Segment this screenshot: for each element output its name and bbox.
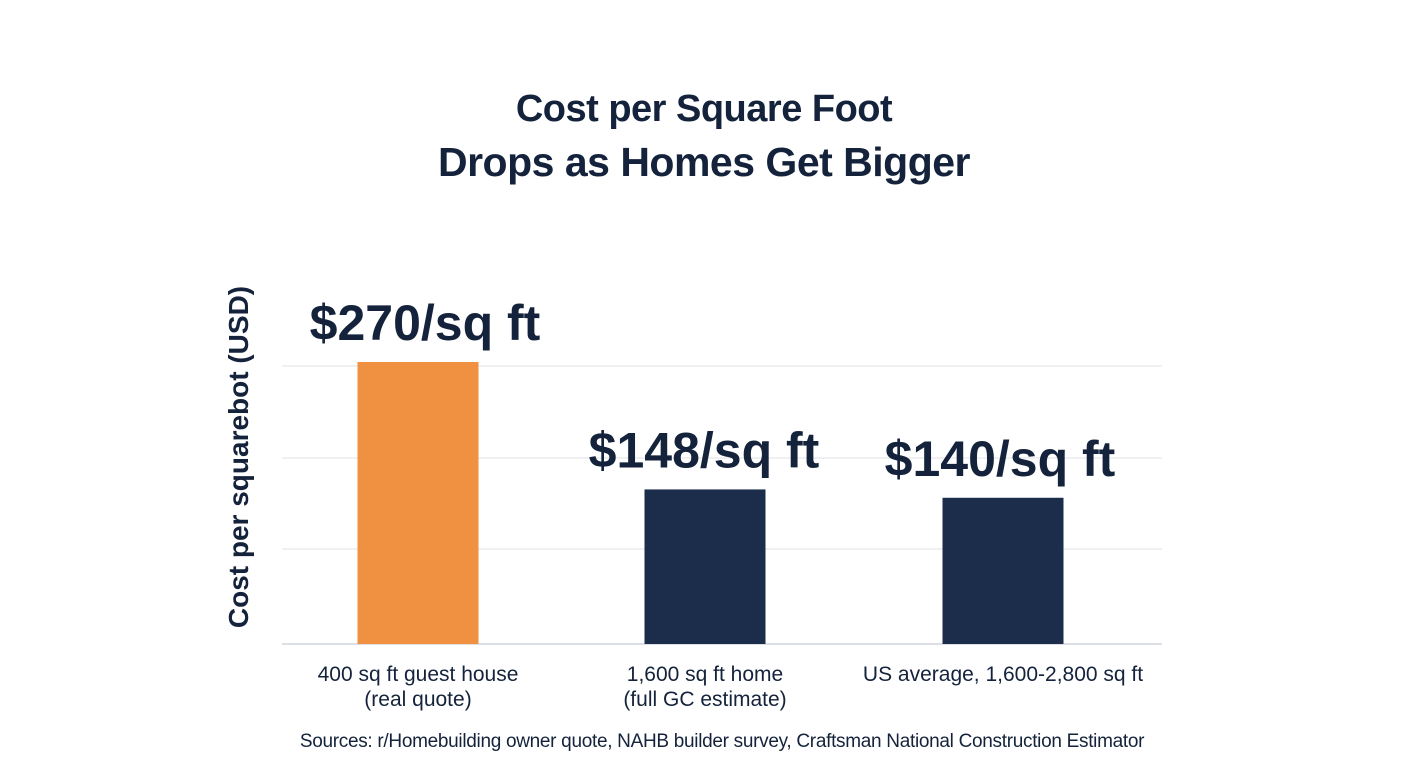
x-tick-label: US average, 1,600-2,800 sq ft xyxy=(863,663,1143,686)
sources-note: Sources: r/Homebuilding owner quote, NAH… xyxy=(299,731,1145,752)
x-tick-label: (full GC estimate) xyxy=(623,688,786,711)
value-labels: $270/sq ft $148/sq ft $140/sq ft xyxy=(310,295,1116,487)
bar-value-label: $140/sq ft xyxy=(885,431,1116,487)
chart-title-line-1: Cost per Square Foot xyxy=(515,88,893,130)
bar xyxy=(942,497,1064,644)
x-tick-label: (real quote) xyxy=(364,688,471,711)
chart-title-line-2: Drops as Homes Get Bigger xyxy=(437,139,971,185)
bar-value-label: $148/sq ft xyxy=(589,422,820,478)
bars xyxy=(357,362,1064,644)
bar xyxy=(644,489,766,644)
x-tick-label: 1,600 sq ft home xyxy=(627,663,783,686)
x-tick-label: 400 sq ft guest house xyxy=(318,663,519,686)
y-axis-label: Cost per squarebot (USD) xyxy=(223,286,254,628)
bar-value-label: $270/sq ft xyxy=(310,295,541,351)
category-labels: 400 sq ft guest house(real quote) 1,600 s… xyxy=(318,663,1144,711)
chart-title: Cost per Square Foot Drops as Homes Get … xyxy=(0,84,1408,190)
bar xyxy=(357,362,479,644)
